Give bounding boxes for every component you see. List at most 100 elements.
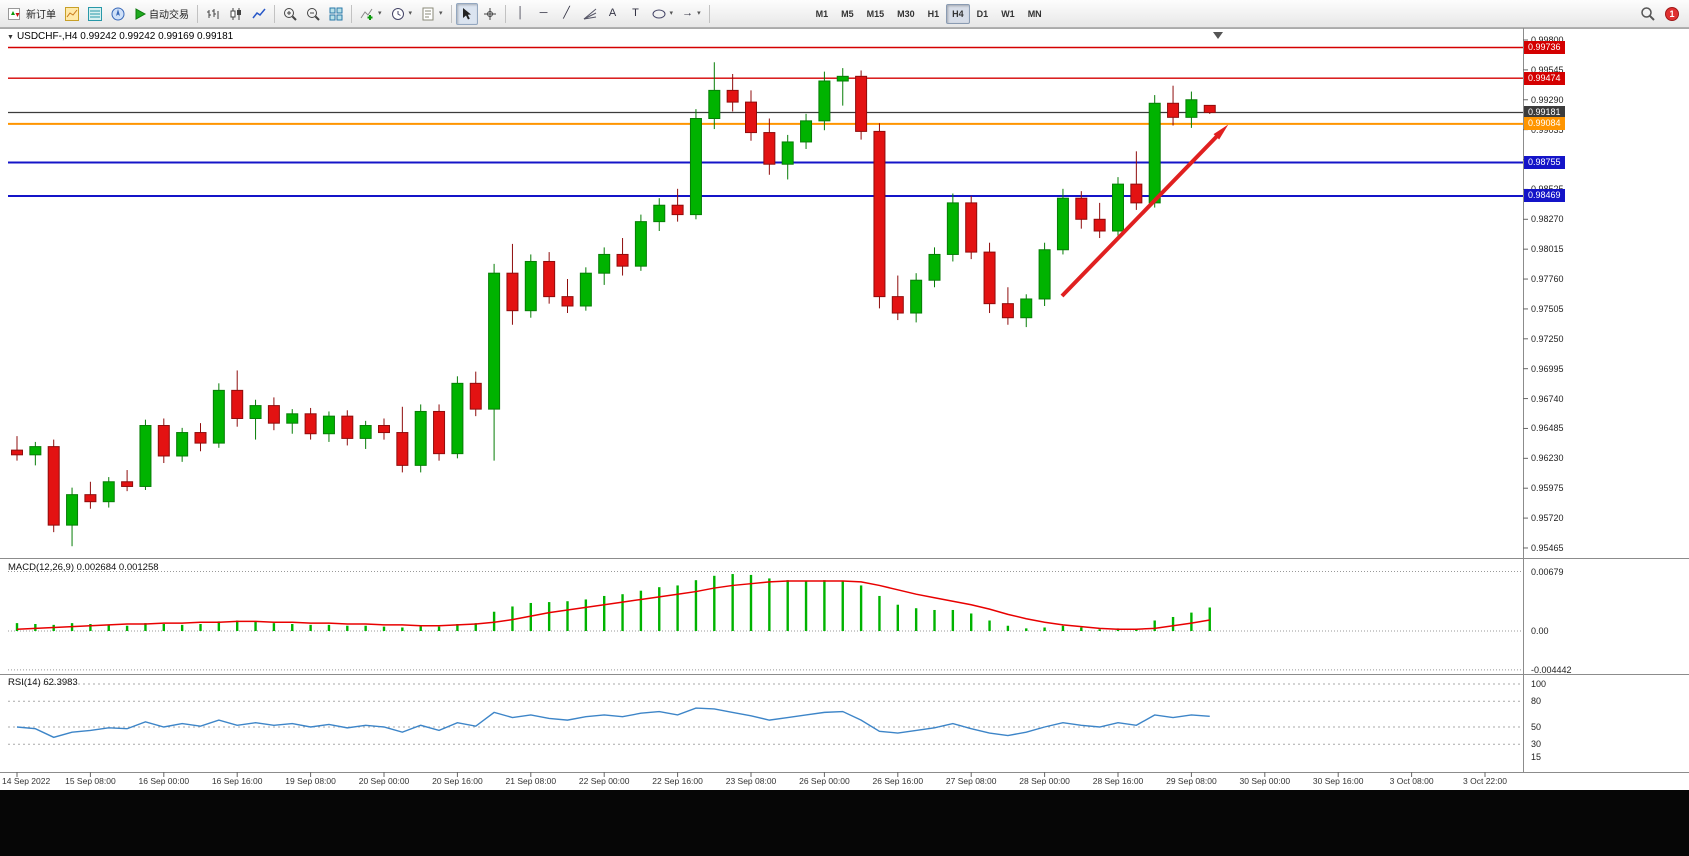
text-tool-button[interactable]: A bbox=[602, 3, 624, 25]
candle-body bbox=[451, 382, 464, 455]
price-tick-label: 0.97250 bbox=[1531, 333, 1564, 344]
candle-body bbox=[304, 413, 317, 435]
price-tick-label: 0.98270 bbox=[1531, 214, 1564, 225]
price-tick-label: 0.98525 bbox=[1531, 184, 1564, 194]
timeframe-button-M1[interactable]: M1 bbox=[815, 8, 829, 19]
bar-chart-button[interactable] bbox=[202, 3, 224, 25]
label-tool-button[interactable]: T bbox=[625, 3, 647, 25]
candle-body bbox=[1203, 104, 1216, 114]
vertical-line-button[interactable]: │ bbox=[510, 3, 532, 25]
periods-clock-icon bbox=[391, 7, 404, 20]
time-axis-label: 16 Sep 16:00 bbox=[211, 776, 263, 786]
price-tick-label: 0.99290 bbox=[1531, 94, 1564, 105]
indicators-button[interactable]: ▾ bbox=[356, 3, 386, 25]
periods-button[interactable]: ▾ bbox=[387, 3, 417, 25]
search-button[interactable] bbox=[1636, 3, 1659, 25]
trendline-icon: ╱ bbox=[563, 7, 570, 19]
zoom-in-button[interactable] bbox=[279, 3, 301, 25]
timeframe-button-D1[interactable]: D1 bbox=[976, 8, 989, 19]
candlestick-chart-button[interactable] bbox=[225, 3, 247, 25]
candle-body bbox=[836, 75, 849, 82]
new-order-button[interactable]: 新订单 bbox=[4, 3, 60, 25]
candle-body bbox=[212, 389, 225, 444]
timeframe-button-M30[interactable]: M30 bbox=[897, 8, 915, 19]
candle-body bbox=[11, 449, 23, 456]
time-axis-label: 30 Sep 00:00 bbox=[1239, 776, 1291, 786]
candlestick-chart-icon bbox=[230, 7, 241, 20]
candle-body bbox=[616, 253, 629, 267]
zoom-out-button[interactable] bbox=[302, 3, 324, 25]
timeframe-button-W1[interactable]: W1 bbox=[1001, 8, 1015, 19]
candle-body bbox=[286, 413, 299, 424]
trendline-button[interactable]: ╱ bbox=[556, 3, 578, 25]
time-axis-label: 26 Sep 00:00 bbox=[799, 776, 850, 786]
toolbar-separator bbox=[274, 4, 275, 23]
candle-body bbox=[781, 141, 794, 165]
candle-body bbox=[1185, 99, 1198, 118]
templates-button[interactable]: ▾ bbox=[417, 3, 447, 25]
timeframe-button-MN[interactable]: MN bbox=[1027, 8, 1042, 19]
navigator-icon bbox=[111, 7, 125, 20]
time-axis-label: 3 Oct 08:00 bbox=[1389, 776, 1434, 786]
trend-arrow-head[interactable] bbox=[1213, 124, 1229, 140]
fibonacci-button[interactable] bbox=[579, 3, 601, 25]
crosshair-button[interactable] bbox=[479, 3, 501, 25]
chart-plot-area[interactable] bbox=[0, 28, 1689, 790]
macd-scale-label: 0.00679 bbox=[1531, 566, 1564, 577]
candle-body bbox=[29, 446, 42, 456]
candle-body bbox=[1167, 102, 1180, 118]
toolbar-separator bbox=[504, 4, 506, 23]
candle-body bbox=[139, 425, 152, 487]
toolbar-separator bbox=[197, 4, 198, 23]
arrows-tool-button[interactable]: → ▾ bbox=[678, 3, 705, 25]
candle-body bbox=[1112, 183, 1124, 232]
data-window-icon bbox=[88, 6, 102, 21]
rsi-scale-label: 15 bbox=[1531, 752, 1542, 763]
rsi-scale-label: 30 bbox=[1531, 739, 1542, 750]
toolbar-separator bbox=[450, 4, 452, 23]
candle-body bbox=[946, 202, 959, 255]
time-axis-label: 23 Sep 08:00 bbox=[725, 776, 777, 786]
crosshair-icon bbox=[483, 7, 496, 20]
line-chart-icon bbox=[252, 8, 266, 18]
candle-body bbox=[84, 494, 97, 503]
candle-body bbox=[1001, 303, 1014, 319]
horizontal-line-icon: ─ bbox=[539, 7, 548, 19]
autotrading-button[interactable]: 自动交易 bbox=[130, 3, 193, 25]
timeframe-button-M5[interactable]: M5 bbox=[841, 8, 854, 19]
market-watch-button[interactable] bbox=[61, 3, 83, 25]
timeframe-button-H4[interactable]: H4 bbox=[946, 3, 970, 24]
candle-body bbox=[910, 279, 923, 314]
autotrading-label: 自动交易 bbox=[149, 10, 189, 21]
tile-windows-button[interactable] bbox=[325, 3, 347, 25]
candle-body bbox=[66, 494, 79, 526]
notification-badge[interactable]: 1 bbox=[1665, 6, 1679, 21]
candle-body bbox=[1075, 197, 1088, 220]
price-tick-label: 0.95465 bbox=[1531, 542, 1564, 553]
data-window-button[interactable] bbox=[84, 3, 106, 25]
time-axis-label: 22 Sep 16:00 bbox=[652, 776, 703, 786]
candle-body bbox=[194, 432, 207, 444]
indicators-icon bbox=[360, 8, 373, 20]
candle-body bbox=[322, 415, 335, 435]
shapes-button[interactable]: ▾ bbox=[648, 3, 678, 25]
timeframe-button-M15[interactable]: M15 bbox=[866, 8, 885, 19]
candle-body bbox=[102, 481, 115, 503]
candle-body bbox=[157, 425, 170, 457]
trend-arrow-line[interactable] bbox=[1060, 129, 1224, 298]
chart-shift-marker[interactable] bbox=[1213, 32, 1223, 39]
time-axis-label: 20 Sep 16:00 bbox=[432, 776, 483, 786]
price-badge-0.99736: 0.99736 bbox=[1524, 40, 1565, 54]
bottom-black-strip bbox=[0, 790, 1689, 856]
candle-body bbox=[1130, 183, 1143, 204]
timeframe-button-H1[interactable]: H1 bbox=[927, 8, 940, 19]
cursor-button[interactable] bbox=[455, 2, 478, 25]
horizontal-line-button[interactable]: ─ bbox=[533, 3, 555, 25]
toolbar-separator bbox=[351, 4, 352, 23]
candle-body bbox=[231, 389, 244, 419]
line-chart-button[interactable] bbox=[248, 3, 270, 25]
price-badge-0.99084: 0.99084 bbox=[1524, 117, 1565, 131]
candle-body bbox=[726, 89, 739, 103]
candle-body bbox=[378, 425, 390, 434]
navigator-button[interactable] bbox=[107, 3, 129, 25]
